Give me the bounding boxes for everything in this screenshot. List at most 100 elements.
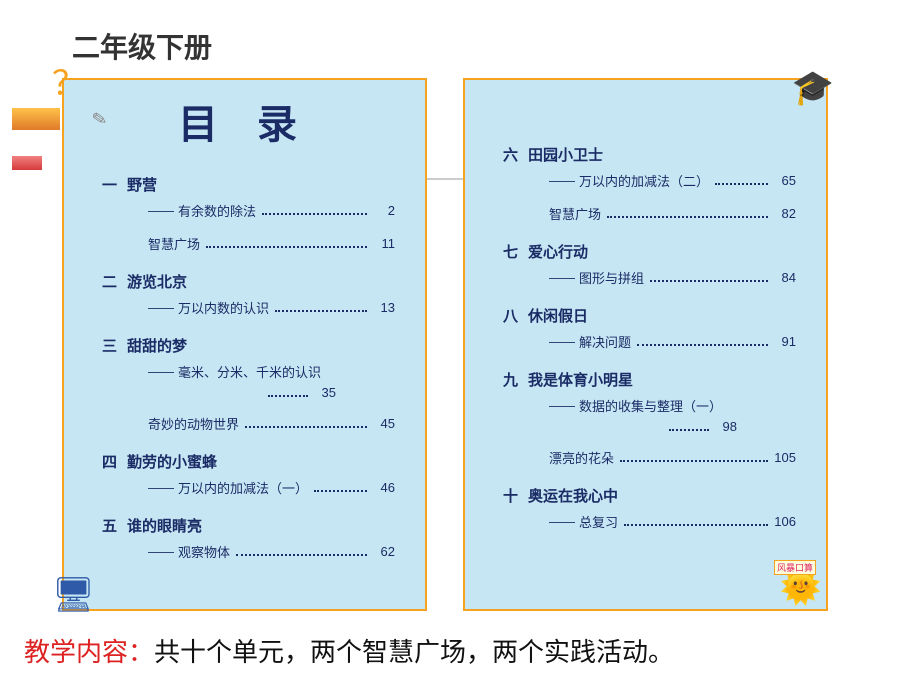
- leader-dots: [245, 420, 367, 428]
- toc-unit: 八休闲假日——解决问题91: [503, 305, 796, 351]
- unit-number: 三: [102, 335, 117, 356]
- unit-head: 三甜甜的梦: [102, 335, 395, 356]
- page-line: 98: [503, 419, 796, 434]
- footnote-text: 共十个单元，两个智慧广场，两个实践活动。: [154, 637, 674, 667]
- page-number: 13: [373, 300, 395, 315]
- dash-icon: ——: [148, 364, 174, 379]
- unit-number: 六: [503, 144, 518, 165]
- leader-dots: [262, 207, 367, 215]
- page-line: 35: [102, 385, 395, 400]
- unit-subtitle-row: —— 总复习 106: [503, 512, 796, 531]
- page-number: 105: [774, 450, 796, 465]
- dash-icon: ——: [148, 544, 174, 559]
- leader-dots: [206, 240, 367, 248]
- unit-subtitle: 数据的收集与整理（一）: [579, 396, 722, 415]
- dash-icon: ——: [549, 173, 575, 188]
- leader-dots: [314, 484, 367, 492]
- leader-dots: [620, 454, 768, 462]
- badge-label: 风暴口算: [774, 560, 816, 575]
- unit-title: 我是体育小明星: [528, 369, 633, 390]
- dash-icon: ——: [148, 480, 174, 495]
- leader-dots: [236, 548, 367, 556]
- unit-subtitle-row: ——有余数的除法2: [102, 201, 395, 220]
- extra-label: 奇妙的动物世界: [148, 414, 239, 433]
- leader-dots: [275, 304, 367, 312]
- unit-title: 甜甜的梦: [127, 335, 187, 356]
- unit-head: 七爱心行动: [503, 241, 796, 262]
- unit-head: 四勤劳的小蜜蜂: [102, 451, 395, 472]
- unit-title: 休闲假日: [528, 305, 588, 326]
- unit-subtitle-row: —— 万以内的加减法（一） 46: [102, 478, 395, 497]
- unit-number: 一: [102, 174, 117, 195]
- extra-label: 智慧广场: [549, 204, 601, 223]
- unit-head: 八休闲假日: [503, 305, 796, 326]
- toc-unit: 十奥运在我心中 —— 总复习 106: [503, 485, 796, 531]
- unit-title: 奥运在我心中: [528, 485, 618, 506]
- unit-head: 一野营: [102, 174, 395, 195]
- unit-subtitle: 万以内的加减法（一）: [178, 478, 308, 497]
- page-number: 35: [314, 385, 336, 400]
- dash-icon: ——: [549, 514, 575, 529]
- page-number: 11: [373, 236, 395, 251]
- toc-heading: 目 录: [64, 92, 425, 150]
- unit-extra-row: 漂亮的花朵 105: [503, 448, 796, 467]
- unit-subtitle-row: ——图形与拼组84: [503, 268, 796, 287]
- toc-entries-left: 一野营 —— 有余数的除法 2 智慧广场 11 二游览北京 —— 万以内数的认识 13 三甜甜的梦 —…: [102, 156, 395, 561]
- unit-subtitle: 万以内的加减法（二）: [579, 171, 709, 190]
- unit-head: 六田园小卫士: [503, 144, 796, 165]
- graduate-icon: 🎓: [792, 72, 834, 106]
- toc-entries-right: 六田园小卫士——万以内的加减法（二）65智慧广场82七爱心行动——图形与拼组84…: [503, 126, 796, 531]
- unit-subtitle: 有余数的除法: [178, 201, 256, 220]
- unit-head: 九我是体育小明星: [503, 369, 796, 390]
- unit-number: 二: [102, 271, 117, 292]
- leader-dots: [637, 338, 768, 346]
- page-number: 2: [373, 203, 395, 218]
- unit-extra-row: 智慧广场 11: [102, 234, 395, 253]
- unit-extra-row: 智慧广场 82: [503, 204, 796, 223]
- unit-title: 爱心行动: [528, 241, 588, 262]
- page-number: 84: [774, 270, 796, 285]
- page-number: 106: [774, 514, 796, 529]
- unit-head: 二游览北京: [102, 271, 395, 292]
- dash-icon: ——: [549, 334, 575, 349]
- unit-subtitle: 万以内数的认识: [178, 298, 269, 317]
- extra-label: 漂亮的花朵: [549, 448, 614, 467]
- leader-dots: [715, 177, 768, 185]
- toc-unit: 一野营——有余数的除法2智慧广场11: [102, 174, 395, 253]
- toc-unit: 二游览北京——万以内数的认识13: [102, 271, 395, 317]
- toc-unit: 七爱心行动 ——图形与拼组84: [503, 241, 796, 287]
- unit-number: 九: [503, 369, 518, 390]
- unit-subtitle: 总复习: [579, 512, 618, 531]
- page-title: 二年级下册: [72, 26, 212, 66]
- page-number: 46: [373, 480, 395, 495]
- leader-dots: [607, 210, 768, 218]
- toc-panel-left: ？ ✎ 🖥 目 录 一野营——有余数的除法2智慧广场11二游览北京——万以内数的…: [62, 78, 427, 611]
- page-number: 82: [774, 206, 796, 221]
- unit-title: 谁的眼睛亮: [127, 515, 202, 536]
- footnote-label: 教学内容：: [24, 637, 154, 667]
- unit-subtitle-row: ——万以内的加减法（二）65: [503, 171, 796, 190]
- dash-icon: ——: [549, 398, 575, 413]
- unit-subtitle-row: —— 毫米、分米、千米的认识: [102, 362, 395, 381]
- unit-subtitle-row: ——观察物体62: [102, 542, 395, 561]
- unit-subtitle-row: ——万以内数的认识13: [102, 298, 395, 317]
- unit-head: 五谁的眼睛亮: [102, 515, 395, 536]
- toc-unit: 三甜甜的梦 —— 毫米、分米、千米的认识 35 奇妙的动物世界45: [102, 335, 395, 433]
- toc-unit: 四勤劳的小蜜蜂 —— 万以内的加减法（一） 46: [102, 451, 395, 497]
- extra-label: 智慧广场: [148, 234, 200, 253]
- unit-number: 十: [503, 485, 518, 506]
- leader-dots: [650, 274, 768, 282]
- leader-dots: [624, 518, 768, 526]
- dash-icon: ——: [549, 270, 575, 285]
- unit-extra-row: 奇妙的动物世界45: [102, 414, 395, 433]
- page-number: 62: [373, 544, 395, 559]
- deco-stripe-red: [12, 156, 42, 170]
- toc-panel-right: 🎓 🌞 风暴口算 六田园小卫士——万以内的加减法（二）65智慧广场82七爱心行动…: [463, 78, 828, 611]
- page-number: 98: [715, 419, 737, 434]
- unit-subtitle: 毫米、分米、千米的认识: [178, 362, 321, 381]
- sun-icon: 🌞: [780, 571, 822, 605]
- unit-subtitle-row: —— 数据的收集与整理（一）: [503, 396, 796, 415]
- unit-number: 七: [503, 241, 518, 262]
- deco-stripe-orange: [12, 108, 60, 130]
- unit-subtitle: 解决问题: [579, 332, 631, 351]
